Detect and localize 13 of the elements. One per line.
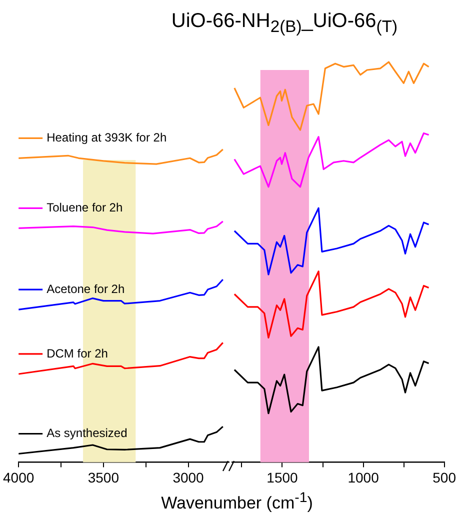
x-tick-label: 1000 [348, 469, 380, 486]
legend-label: Heating at 393K for 2h [46, 130, 167, 144]
text: UiO-66-NH$_{2(B)}$_UiO-66$_{(T)}$ [170, 10, 399, 37]
legend-label: Acetone for 2h [46, 282, 125, 296]
x-tick-label: 500 [432, 469, 456, 486]
legend-label: Toluene for 2h [46, 200, 123, 215]
legend-label: As synthesized [46, 426, 128, 440]
x-tick-label: 3000 [172, 469, 204, 486]
x-tick-label: 3500 [88, 469, 120, 486]
legend-label: DCM for 2h [46, 346, 108, 360]
x-tick-label: 1500 [266, 469, 298, 486]
x-axis-title: Wavenumber (cm$^{-1}$) [160, 490, 314, 514]
x-tick-label: 4000 [2, 469, 34, 486]
